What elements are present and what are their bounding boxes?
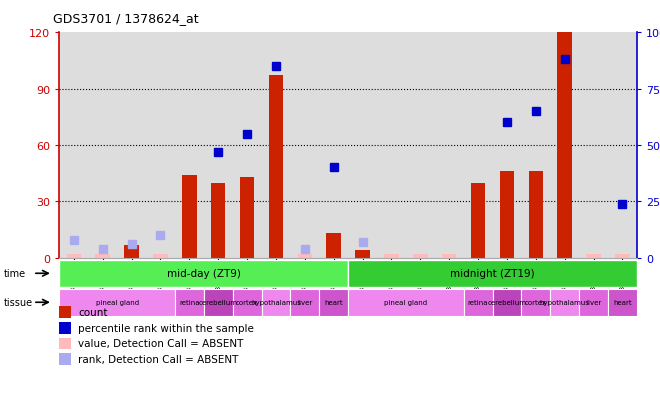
Text: percentile rank within the sample: percentile rank within the sample xyxy=(78,323,253,333)
Bar xyxy=(471,183,485,258)
Text: heart: heart xyxy=(613,299,632,306)
Bar xyxy=(463,289,492,316)
Text: mid-day (ZT9): mid-day (ZT9) xyxy=(167,268,241,279)
Bar xyxy=(233,289,261,316)
Text: pineal gland: pineal gland xyxy=(384,299,428,306)
Bar xyxy=(608,289,637,316)
Text: cortex: cortex xyxy=(236,299,258,306)
Bar xyxy=(384,254,399,258)
Text: cerebellum: cerebellum xyxy=(488,299,527,306)
Text: GDS3701 / 1378624_at: GDS3701 / 1378624_at xyxy=(53,12,199,25)
Text: count: count xyxy=(78,307,108,317)
Bar xyxy=(586,254,601,258)
Text: pineal gland: pineal gland xyxy=(96,299,139,306)
Bar xyxy=(298,254,312,258)
Bar xyxy=(269,76,283,258)
Bar xyxy=(413,254,428,258)
Text: retina: retina xyxy=(468,299,488,306)
Bar xyxy=(558,33,572,258)
Bar xyxy=(327,234,341,258)
Bar xyxy=(615,254,630,258)
Bar xyxy=(261,289,290,316)
Bar xyxy=(182,176,197,258)
Text: value, Detection Call = ABSENT: value, Detection Call = ABSENT xyxy=(78,339,244,349)
Bar xyxy=(96,254,110,258)
Text: liver: liver xyxy=(586,299,601,306)
Bar xyxy=(59,289,175,316)
Bar xyxy=(319,289,348,316)
Bar xyxy=(59,260,348,287)
Text: time: time xyxy=(3,268,26,279)
Text: liver: liver xyxy=(297,299,312,306)
Text: hypothalamus: hypothalamus xyxy=(540,299,589,306)
Bar xyxy=(355,251,370,258)
Bar xyxy=(521,289,550,316)
Bar xyxy=(204,289,233,316)
Bar xyxy=(348,260,637,287)
Bar xyxy=(240,178,254,258)
Bar xyxy=(550,289,579,316)
Text: rank, Detection Call = ABSENT: rank, Detection Call = ABSENT xyxy=(78,354,238,364)
Bar xyxy=(529,172,543,258)
Bar xyxy=(67,254,81,258)
Bar xyxy=(579,289,608,316)
Text: retina: retina xyxy=(179,299,199,306)
Bar xyxy=(492,289,521,316)
Bar xyxy=(442,254,457,258)
Text: heart: heart xyxy=(325,299,343,306)
Text: midnight (ZT19): midnight (ZT19) xyxy=(450,268,535,279)
Bar xyxy=(153,254,168,258)
Text: hypothalamus: hypothalamus xyxy=(251,299,301,306)
Bar xyxy=(124,245,139,258)
Bar xyxy=(290,289,319,316)
Text: tissue: tissue xyxy=(3,297,32,308)
Text: cerebellum: cerebellum xyxy=(199,299,238,306)
Bar xyxy=(175,289,204,316)
Bar xyxy=(211,183,226,258)
Text: cortex: cortex xyxy=(525,299,547,306)
Bar xyxy=(500,172,514,258)
Bar xyxy=(348,289,463,316)
